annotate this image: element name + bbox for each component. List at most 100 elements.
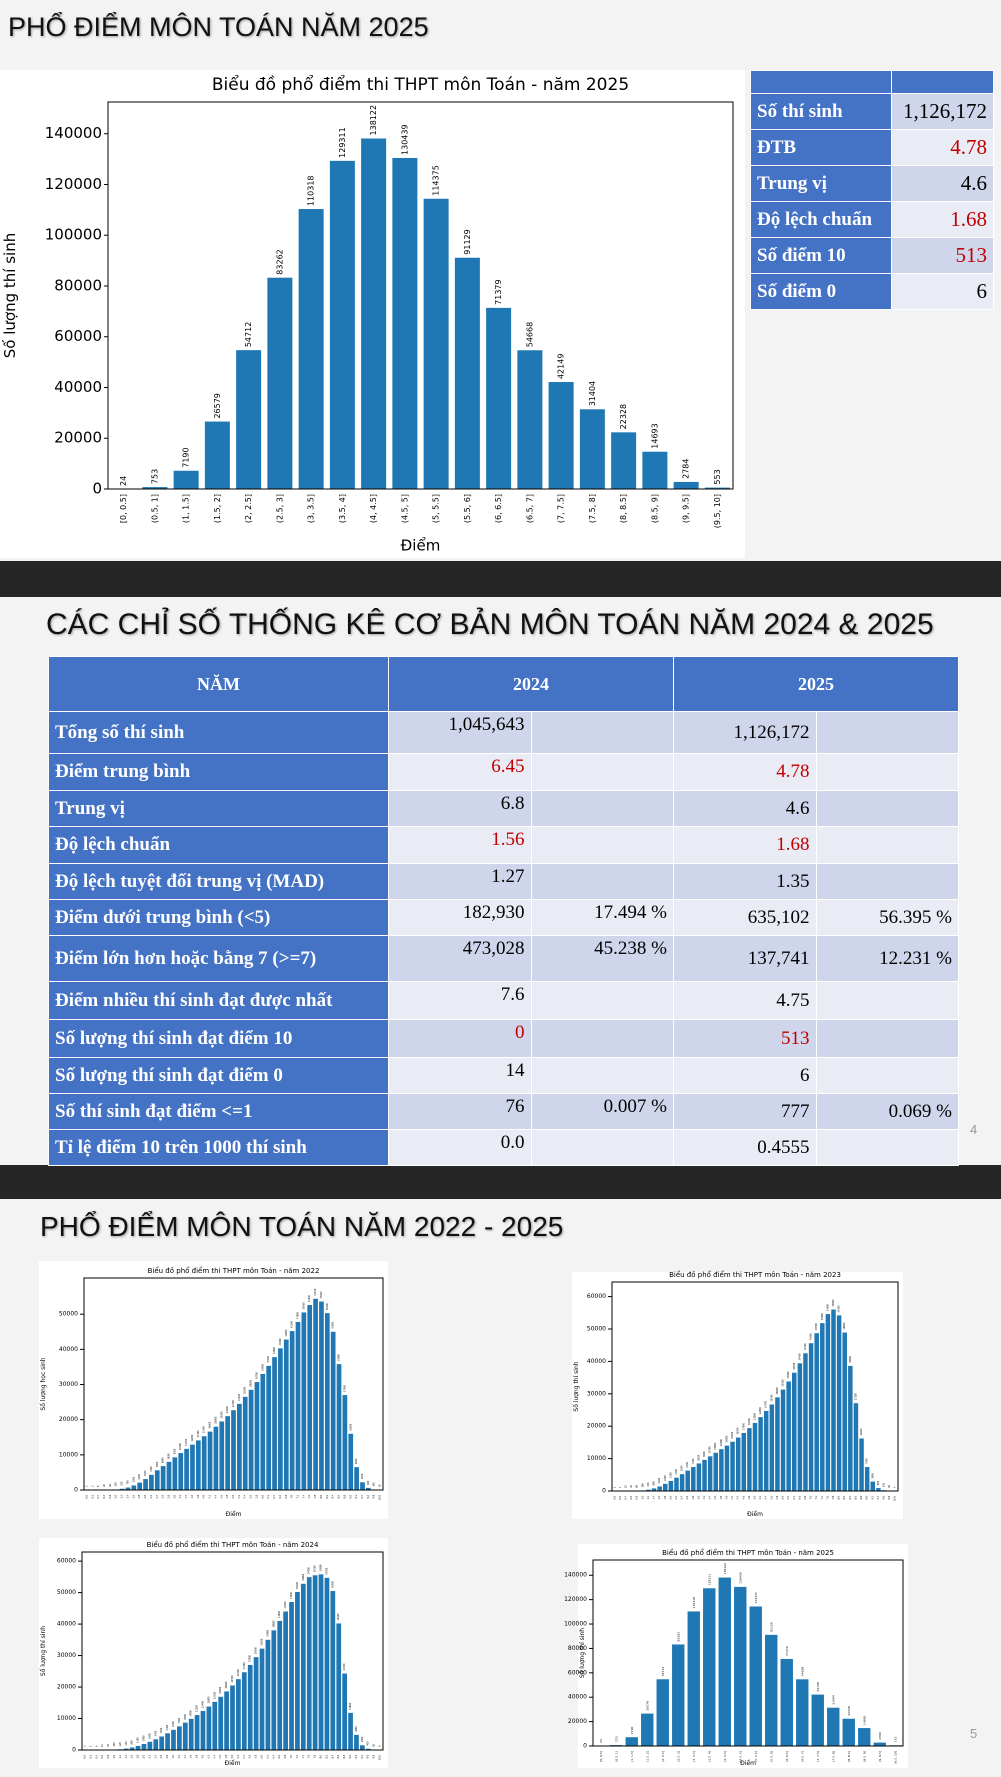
x-tick-label: (2, 2.5]: [661, 1751, 665, 1762]
cell-value: 0.4555: [673, 1129, 817, 1166]
plot-frame: [83, 1277, 384, 1491]
bar: [651, 1488, 657, 1491]
x-tick-label: (6, 6.5]: [785, 1751, 789, 1762]
x-tick-label: 5.2: [759, 1495, 762, 1499]
x-tick-label: 9.2: [871, 1495, 874, 1499]
x-tick-label: 9.8: [888, 1495, 891, 1499]
header-cell: [891, 70, 994, 94]
bar: [324, 1313, 330, 1490]
x-tick-label: 4.2: [731, 1495, 734, 1499]
y-tick-label: 10000: [59, 1451, 78, 1458]
value-label: 180: [641, 1483, 644, 1488]
y-tick-label: 140000: [45, 124, 102, 142]
bar: [248, 1389, 254, 1490]
stats-table: Số thí sinh 1,126,172 ĐTB 4.78 Trung vị 4.6 Độ…: [750, 70, 994, 310]
value-label: 17900: [742, 1422, 745, 1430]
plot-frame: [81, 1551, 384, 1751]
bar: [289, 1331, 295, 1490]
value-label: 16500: [737, 1427, 740, 1435]
x-axis-label: Điểm: [225, 1760, 241, 1767]
x-tick-label: 1.2: [119, 1754, 122, 1758]
x-tick-label: 3.6: [191, 1494, 194, 1498]
y-tick-label: 10000: [57, 1715, 76, 1722]
value-label: 28900: [776, 1387, 779, 1395]
x-tick-label: 0.8: [636, 1495, 639, 1499]
bar: [625, 1737, 638, 1746]
bar: [141, 1744, 147, 1750]
cell-value: 56.395 %: [815, 899, 959, 936]
x-tick-label: 1.0: [113, 1754, 116, 1758]
value-label: 40300: [279, 1338, 282, 1346]
x-tick-label: 3.4: [184, 1754, 187, 1758]
x-tick-label: 9.4: [361, 1494, 364, 1498]
value-label: 35800: [338, 1354, 341, 1362]
y-tick-label: 140000: [564, 1572, 587, 1579]
y-tick-label: 100000: [564, 1621, 587, 1628]
table-row: Tổng số thí sinh 1,045,643 1,126,172: [48, 711, 959, 754]
header-cell: 2025: [673, 656, 959, 712]
value-label: 24500: [238, 1393, 241, 1401]
x-tick-label: 7.6: [308, 1494, 311, 1498]
bar: [330, 1591, 336, 1750]
value-label: 54600: [826, 1304, 829, 1312]
x-tick-label: 9.0: [866, 1495, 869, 1499]
value-label: 110318: [307, 175, 316, 206]
bar: [713, 1452, 718, 1491]
x-tick-label: 0.8: [107, 1754, 110, 1758]
value-label: 14000: [725, 1435, 728, 1443]
table-row: Số lượng thí sinh đạt điểm 10 0 513: [48, 1019, 959, 1058]
value-label: 4800: [355, 1726, 358, 1732]
bar: [646, 1489, 651, 1491]
bar: [873, 1742, 886, 1746]
x-tick-label: 0.0: [85, 1494, 88, 1498]
row-label: Trung vị: [750, 165, 892, 202]
value-label: 31404: [588, 381, 597, 406]
bar: [195, 1440, 201, 1490]
cell-value: [815, 753, 959, 791]
bar: [548, 382, 574, 489]
bar: [278, 1348, 283, 1490]
value-label: 45600: [810, 1333, 813, 1341]
section-title: PHỔ ĐIỂM MÔN TOÁN NĂM 2025: [8, 12, 429, 42]
y-tick-label: 100000: [45, 226, 102, 244]
value-label: 15300: [203, 1426, 206, 1434]
plot-frame: [592, 1559, 904, 1747]
value-label: 10700: [709, 1446, 712, 1454]
x-tick-label: 8.2: [843, 1495, 846, 1499]
table-row: Trung vị 6.8 4.6: [48, 790, 959, 827]
x-tick-label: 6.4: [273, 1494, 276, 1498]
bar: [289, 1602, 294, 1750]
bar: [271, 1630, 277, 1750]
value-label: 14693: [862, 1715, 866, 1725]
value-label: 45200: [291, 1321, 294, 1329]
value-label: 60: [373, 1743, 376, 1746]
value-label: 8: [97, 1485, 100, 1487]
bar: [696, 1463, 702, 1491]
x-tick-label: 0.4: [97, 1494, 100, 1498]
x-tick-label: 3.4: [185, 1494, 188, 1498]
value-label: 6800: [162, 1457, 165, 1463]
value-label: 12400: [201, 1700, 204, 1708]
cell-value: 0.0: [388, 1129, 532, 1166]
x-tick-label: 1.8: [664, 1495, 667, 1499]
value-label: 22328: [619, 404, 628, 429]
x-tick-label: 1.8: [137, 1754, 140, 1758]
x-tick-label: 9.8: [373, 1754, 376, 1758]
cell-value: 6: [673, 1057, 817, 1094]
bar: [765, 1634, 778, 1746]
value-label: 20500: [231, 1675, 234, 1683]
value-label: 35300: [267, 1355, 270, 1363]
x-tick-label: (1.5, 2]: [645, 1751, 649, 1762]
x-tick-label: 2.4: [681, 1495, 684, 1499]
value-label: 12900: [191, 1434, 194, 1442]
x-tick-label: 1.4: [653, 1495, 656, 1499]
plot-frame: [611, 1281, 899, 1492]
bar: [814, 1333, 819, 1491]
x-tick-label: 2.6: [162, 1494, 165, 1498]
bar: [242, 1396, 248, 1490]
bar: [267, 277, 293, 489]
x-tick-label: 9.0: [349, 1754, 352, 1758]
bar: [149, 1474, 154, 1490]
x-tick-label: 4.2: [209, 1494, 212, 1498]
